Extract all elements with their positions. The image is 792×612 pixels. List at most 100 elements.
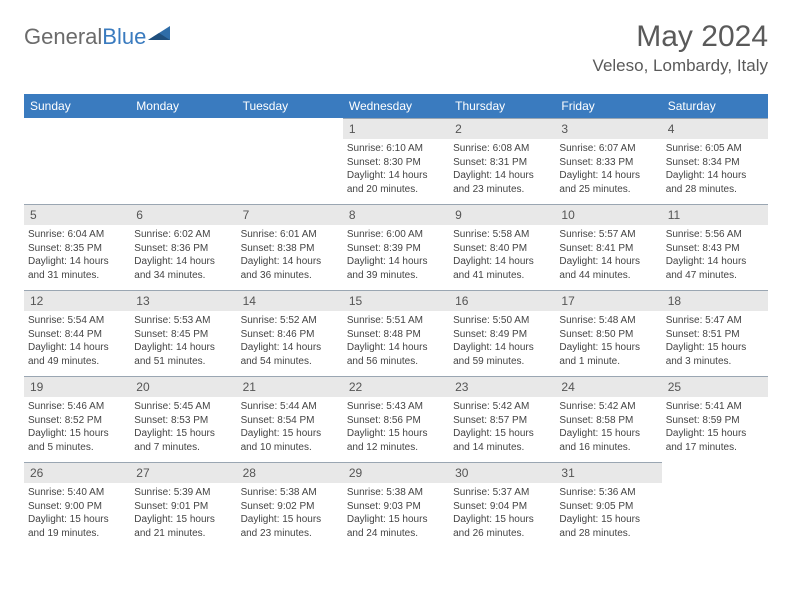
daylight-text: and 1 minute. (559, 355, 657, 369)
sunset-text: Sunset: 9:01 PM (134, 500, 232, 514)
day-number: 6 (130, 204, 236, 225)
daylight-text: Daylight: 15 hours (134, 513, 232, 527)
calendar-cell: 3 Sunrise: 6:07 AMSunset: 8:33 PMDaylight… (555, 118, 661, 204)
sunset-text: Sunset: 8:33 PM (559, 156, 657, 170)
sunrise-text: Sunrise: 6:04 AM (28, 228, 126, 242)
cell-content: Sunrise: 5:37 AMSunset: 9:04 PMDaylight:… (453, 486, 551, 540)
daylight-text: and 3 minutes. (666, 355, 764, 369)
day-header-tue: Tuesday (237, 94, 343, 118)
calendar-cell: 7Sunrise: 6:01 AMSunset: 8:38 PMDaylight… (237, 204, 343, 290)
sunrise-text: Sunrise: 5:50 AM (453, 314, 551, 328)
calendar-cell: 25Sunrise: 5:41 AMSunset: 8:59 PMDayligh… (662, 376, 768, 462)
daylight-text: and 16 minutes. (559, 441, 657, 455)
day-number: 28 (237, 462, 343, 483)
calendar-cell: 5Sunrise: 6:04 AMSunset: 8:35 PMDaylight… (24, 204, 130, 290)
sunrise-text: Sunrise: 5:42 AM (453, 400, 551, 414)
sunrise-text: Sunrise: 6:02 AM (134, 228, 232, 242)
calendar-cell (24, 118, 130, 204)
daylight-text: and 31 minutes. (28, 269, 126, 283)
cell-content: Sunrise: 5:38 AMSunset: 9:02 PMDaylight:… (241, 486, 339, 540)
sunrise-text: Sunrise: 5:53 AM (134, 314, 232, 328)
sunrise-text: Sunrise: 5:41 AM (666, 400, 764, 414)
sunset-text: Sunset: 8:53 PM (134, 414, 232, 428)
daylight-text: and 20 minutes. (347, 183, 445, 197)
title-block: May 2024 Veleso, Lombardy, Italy (593, 20, 768, 76)
sunset-text: Sunset: 9:00 PM (28, 500, 126, 514)
calendar-row: 19Sunrise: 5:46 AMSunset: 8:52 PMDayligh… (24, 376, 768, 462)
day-number: 30 (449, 462, 555, 483)
day-number: 29 (343, 462, 449, 483)
sunrise-text: Sunrise: 5:39 AM (134, 486, 232, 500)
calendar-cell: 18Sunrise: 5:47 AMSunset: 8:51 PMDayligh… (662, 290, 768, 376)
sunrise-text: Sunrise: 6:10 AM (347, 142, 445, 156)
daylight-text: and 21 minutes. (134, 527, 232, 541)
cell-content: Sunrise: 5:36 AMSunset: 9:05 PMDaylight:… (559, 486, 657, 540)
cell-content: Sunrise: 5:57 AMSunset: 8:41 PMDaylight:… (559, 228, 657, 282)
daylight-text: and 19 minutes. (28, 527, 126, 541)
sunrise-text: Sunrise: 6:07 AM (559, 142, 657, 156)
daylight-text: Daylight: 14 hours (347, 255, 445, 269)
daylight-text: Daylight: 15 hours (241, 513, 339, 527)
day-number: 21 (237, 376, 343, 397)
sunset-text: Sunset: 8:43 PM (666, 242, 764, 256)
logo: GeneralBlue (24, 24, 170, 50)
day-number: 16 (449, 290, 555, 311)
day-header-sat: Saturday (662, 94, 768, 118)
daylight-text: and 41 minutes. (453, 269, 551, 283)
sunrise-text: Sunrise: 5:47 AM (666, 314, 764, 328)
calendar-cell: 9 Sunrise: 5:58 AMSunset: 8:40 PMDaylight… (449, 204, 555, 290)
calendar-cell: 16Sunrise: 5:50 AMSunset: 8:49 PMDayligh… (449, 290, 555, 376)
daylight-text: Daylight: 14 hours (453, 255, 551, 269)
sunset-text: Sunset: 8:50 PM (559, 328, 657, 342)
daylight-text: Daylight: 15 hours (241, 427, 339, 441)
daylight-text: and 7 minutes. (134, 441, 232, 455)
daylight-text: and 12 minutes. (347, 441, 445, 455)
day-number: 9 (449, 204, 555, 225)
daylight-text: Daylight: 15 hours (28, 427, 126, 441)
cell-content: Sunrise: 6:02 AMSunset: 8:36 PMDaylight:… (134, 228, 232, 282)
day-number: 4 (662, 118, 768, 139)
sunset-text: Sunset: 8:48 PM (347, 328, 445, 342)
daylight-text: Daylight: 15 hours (559, 513, 657, 527)
calendar-row: 26Sunrise: 5:40 AMSunset: 9:00 PMDayligh… (24, 462, 768, 548)
calendar-cell: 11Sunrise: 5:56 AMSunset: 8:43 PMDayligh… (662, 204, 768, 290)
sunrise-text: Sunrise: 5:37 AM (453, 486, 551, 500)
day-number: 27 (130, 462, 236, 483)
sunset-text: Sunset: 8:44 PM (28, 328, 126, 342)
day-header-thu: Thursday (449, 94, 555, 118)
sunset-text: Sunset: 8:57 PM (453, 414, 551, 428)
calendar-cell: 8Sunrise: 6:00 AMSunset: 8:39 PMDaylight… (343, 204, 449, 290)
cell-content: Sunrise: 5:58 AMSunset: 8:40 PMDaylight:… (453, 228, 551, 282)
page-header: GeneralBlue May 2024 Veleso, Lombardy, I… (24, 20, 768, 76)
day-number: 17 (555, 290, 661, 311)
calendar-cell: 28 Sunrise: 5:38 AMSunset: 9:02 PMDayligh… (237, 462, 343, 548)
sunset-text: Sunset: 8:56 PM (347, 414, 445, 428)
day-number: 12 (24, 290, 130, 311)
cell-content: Sunrise: 5:44 AMSunset: 8:54 PMDaylight:… (241, 400, 339, 454)
sunset-text: Sunset: 9:03 PM (347, 500, 445, 514)
daylight-text: and 26 minutes. (453, 527, 551, 541)
calendar-cell: 31 Sunrise: 5:36 AMSunset: 9:05 PMDayligh… (555, 462, 661, 548)
daylight-text: Daylight: 14 hours (28, 341, 126, 355)
cell-content: Sunrise: 5:42 AMSunset: 8:58 PMDaylight:… (559, 400, 657, 454)
day-number: 19 (24, 376, 130, 397)
day-header-sun: Sunday (24, 94, 130, 118)
day-number: 31 (555, 462, 661, 483)
daylight-text: Daylight: 14 hours (453, 169, 551, 183)
cell-content: Sunrise: 5:56 AMSunset: 8:43 PMDaylight:… (666, 228, 764, 282)
month-title: May 2024 (593, 20, 768, 54)
daylight-text: Daylight: 14 hours (241, 255, 339, 269)
sunrise-text: Sunrise: 5:44 AM (241, 400, 339, 414)
sunrise-text: Sunrise: 6:08 AM (453, 142, 551, 156)
calendar-cell: 24Sunrise: 5:42 AMSunset: 8:58 PMDayligh… (555, 376, 661, 462)
daylight-text: Daylight: 14 hours (347, 169, 445, 183)
daylight-text: Daylight: 14 hours (559, 169, 657, 183)
day-number: 3 (555, 118, 661, 139)
cell-content: Sunrise: 5:43 AMSunset: 8:56 PMDaylight:… (347, 400, 445, 454)
sunset-text: Sunset: 8:59 PM (666, 414, 764, 428)
calendar-cell (130, 118, 236, 204)
logo-triangle-icon (148, 24, 170, 50)
cell-content: Sunrise: 6:05 AMSunset: 8:34 PMDaylight:… (666, 142, 764, 196)
calendar-cell: 20Sunrise: 5:45 AMSunset: 8:53 PMDayligh… (130, 376, 236, 462)
daylight-text: Daylight: 14 hours (453, 341, 551, 355)
